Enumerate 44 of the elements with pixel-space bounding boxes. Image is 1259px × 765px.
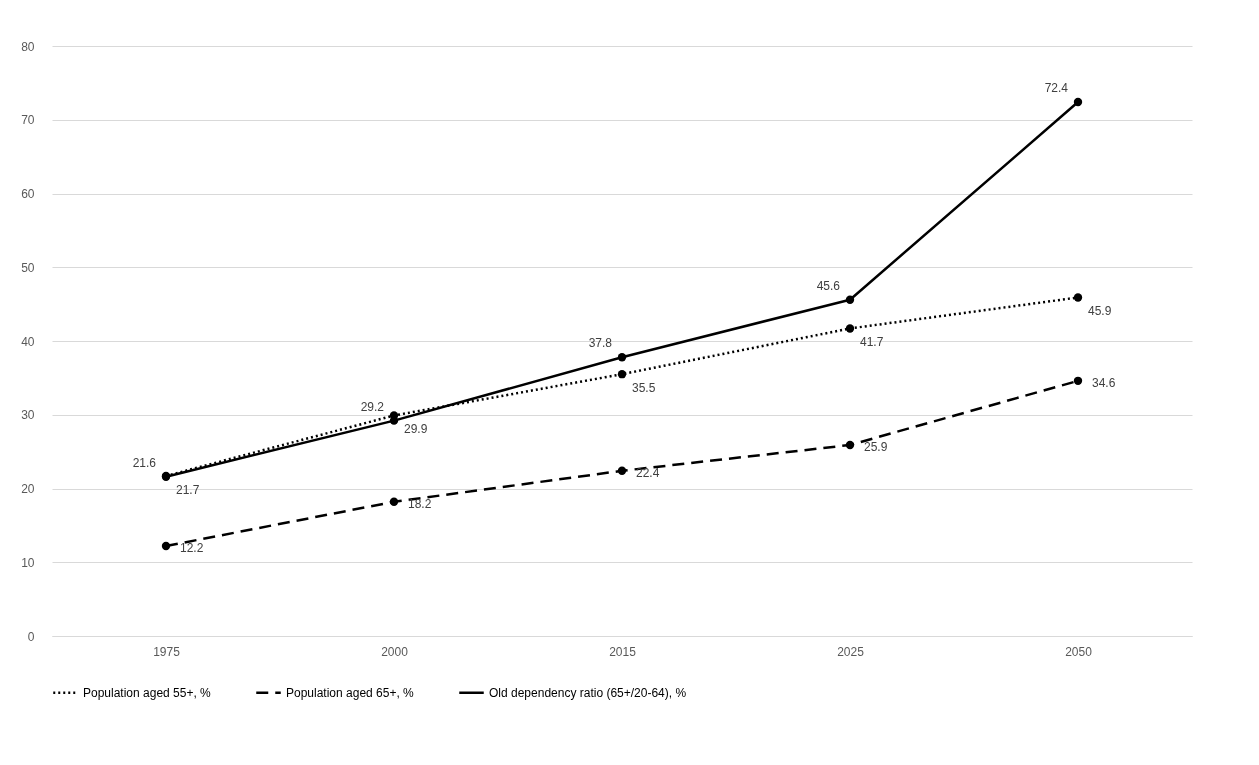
data-label: 25.9 [864, 439, 888, 454]
y-tick-label: 20 [21, 482, 35, 496]
data-label: 12.2 [180, 541, 204, 556]
data-label: 45.9 [1088, 304, 1112, 319]
point [845, 295, 855, 304]
x-tick-label: 1975 [153, 644, 181, 659]
x-tick-label: 2000 [381, 644, 409, 659]
x-tick-label: 2050 [1065, 644, 1093, 659]
point [845, 324, 855, 333]
point [161, 541, 171, 551]
x-tick-label: 2015 [609, 644, 637, 659]
y-tick-label: 60 [21, 187, 35, 201]
data-label: 18.2 [408, 496, 432, 511]
data-label: 34.6 [1092, 375, 1116, 390]
point [617, 353, 627, 362]
x-tick-label: 2025 [837, 644, 865, 659]
point [1073, 97, 1083, 107]
data-label: 29.2 [360, 399, 385, 414]
data-label: 35.5 [632, 381, 656, 396]
data-label: 45.6 [816, 278, 841, 293]
point [617, 466, 627, 475]
y-tick-label: 80 [21, 39, 35, 54]
data-label: 21.6 [132, 455, 157, 470]
legend-label: Population aged 55+, % [83, 685, 212, 700]
data-label: 37.8 [588, 336, 613, 351]
point [1073, 376, 1083, 385]
point [617, 370, 627, 379]
data-label: 41.7 [860, 335, 884, 350]
legend-label: Old dependency ratio (65+/20-64), % [489, 685, 687, 700]
y-tick-label: 70 [21, 113, 35, 128]
data-label: 21.7 [176, 482, 200, 497]
y-tick-label: 50 [21, 260, 35, 275]
point [389, 497, 399, 506]
point [161, 472, 171, 481]
data-label: 22.4 [636, 465, 660, 480]
y-tick-label: 0 [27, 629, 35, 644]
legend-label: Population aged 65+, % [286, 685, 415, 700]
data-label: 72.4 [1044, 81, 1069, 96]
y-tick-label: 30 [21, 408, 35, 423]
y-tick-label: 10 [21, 555, 35, 570]
point [845, 440, 855, 450]
point [1073, 293, 1083, 302]
y-tick-label: 40 [21, 334, 35, 349]
data-label: 29.9 [404, 422, 428, 437]
